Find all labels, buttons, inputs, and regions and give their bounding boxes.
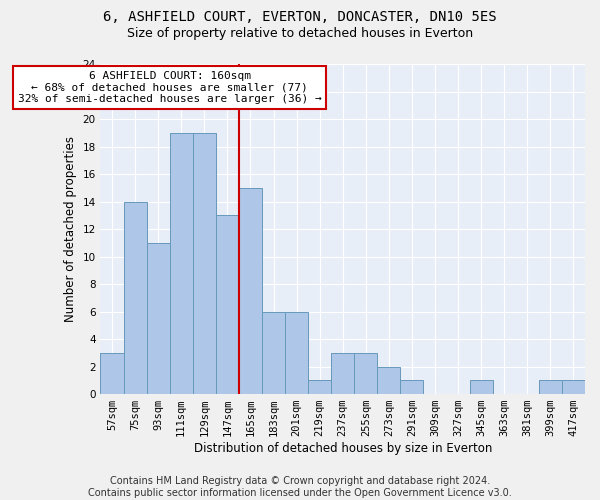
Bar <box>262 312 285 394</box>
Bar <box>146 243 170 394</box>
Bar <box>377 366 400 394</box>
Bar <box>124 202 146 394</box>
Bar <box>470 380 493 394</box>
Bar <box>308 380 331 394</box>
Text: Size of property relative to detached houses in Everton: Size of property relative to detached ho… <box>127 28 473 40</box>
Bar <box>100 353 124 394</box>
Y-axis label: Number of detached properties: Number of detached properties <box>64 136 77 322</box>
Bar <box>239 188 262 394</box>
Bar <box>285 312 308 394</box>
Bar <box>562 380 585 394</box>
X-axis label: Distribution of detached houses by size in Everton: Distribution of detached houses by size … <box>194 442 492 455</box>
Text: Contains HM Land Registry data © Crown copyright and database right 2024.
Contai: Contains HM Land Registry data © Crown c… <box>88 476 512 498</box>
Text: 6 ASHFIELD COURT: 160sqm
← 68% of detached houses are smaller (77)
32% of semi-d: 6 ASHFIELD COURT: 160sqm ← 68% of detach… <box>18 71 322 104</box>
Bar <box>331 353 354 394</box>
Bar <box>354 353 377 394</box>
Bar <box>216 216 239 394</box>
Text: 6, ASHFIELD COURT, EVERTON, DONCASTER, DN10 5ES: 6, ASHFIELD COURT, EVERTON, DONCASTER, D… <box>103 10 497 24</box>
Bar <box>170 133 193 394</box>
Bar <box>539 380 562 394</box>
Bar <box>400 380 424 394</box>
Bar <box>193 133 216 394</box>
